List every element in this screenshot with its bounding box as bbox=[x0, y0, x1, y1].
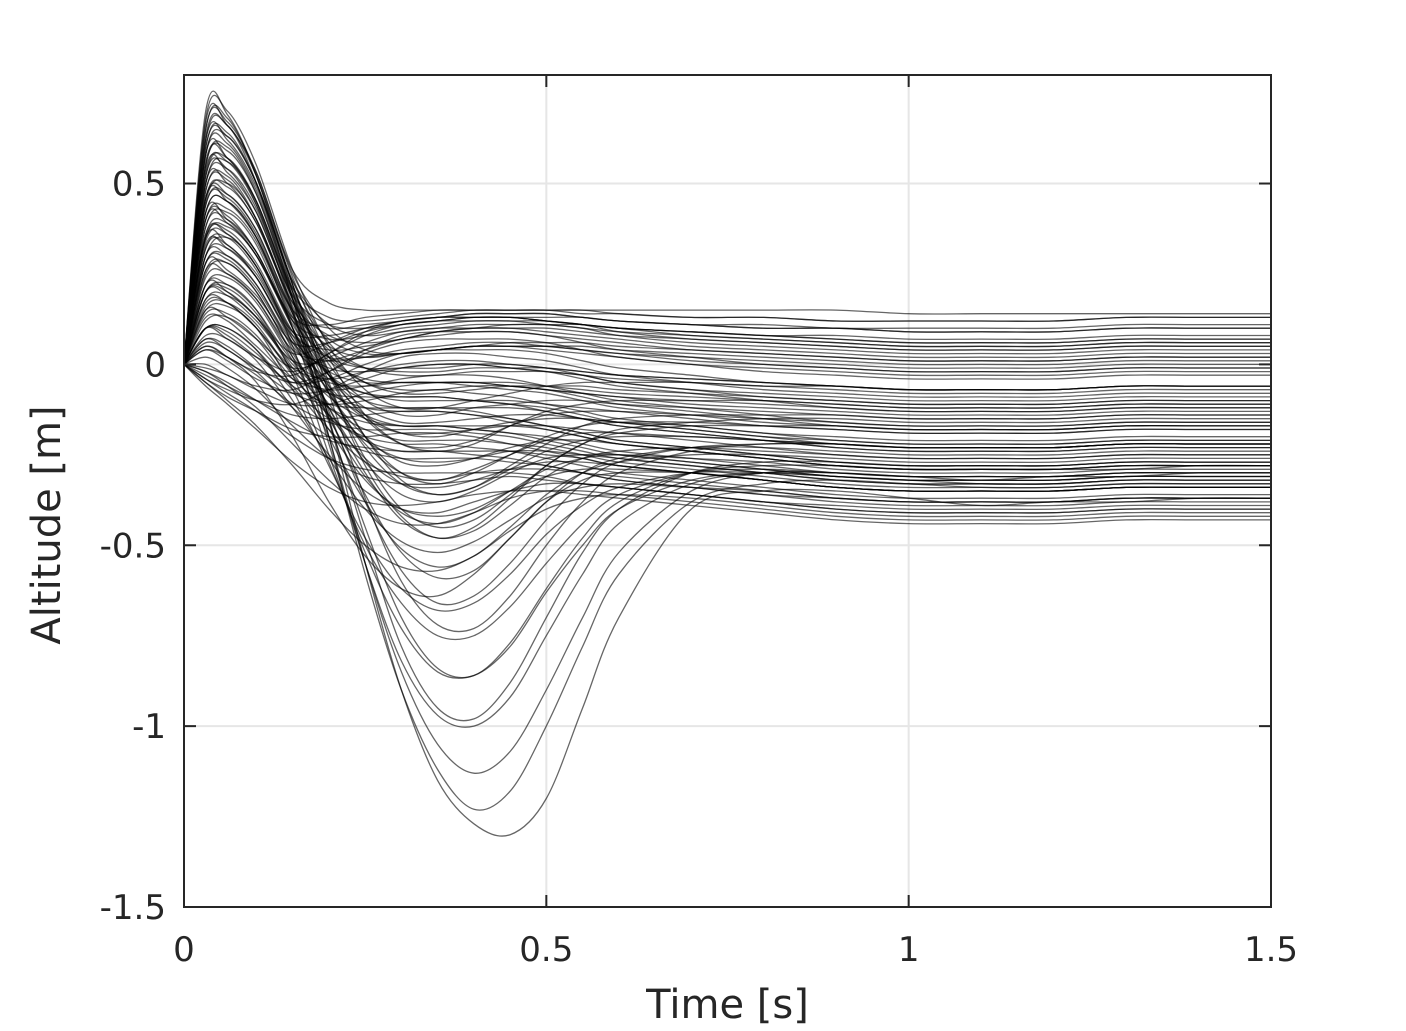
series-line-93 bbox=[183, 320, 1271, 373]
series-line-74 bbox=[183, 363, 1271, 431]
series-line-42 bbox=[183, 151, 1271, 420]
series-line-16 bbox=[183, 363, 1271, 573]
x-tick-label-2: 1 bbox=[898, 930, 920, 970]
y-tick-label-3: 0 bbox=[144, 345, 166, 385]
series-line-64 bbox=[183, 296, 1271, 453]
series-line-13 bbox=[183, 208, 1271, 580]
series-line-50 bbox=[183, 268, 1271, 482]
series-line-56 bbox=[183, 124, 1271, 395]
series-line-76 bbox=[183, 293, 1271, 406]
x-axis-label: Time [s] bbox=[645, 982, 809, 1028]
series-line-41 bbox=[183, 363, 1271, 514]
series-line-81 bbox=[183, 325, 1271, 391]
series-line-31 bbox=[183, 363, 1271, 525]
x-tick-label-1: 0.5 bbox=[519, 930, 573, 970]
series-line-83 bbox=[183, 352, 1271, 406]
y-tick-label-1: -1 bbox=[132, 707, 166, 747]
series-line-1 bbox=[183, 90, 1272, 837]
series-line-4 bbox=[183, 194, 1271, 728]
plot-area-frame bbox=[183, 74, 1272, 908]
series-line-88 bbox=[183, 306, 1271, 370]
series-line-94 bbox=[183, 229, 1271, 365]
series-line-69 bbox=[183, 337, 1271, 445]
y-tick-label-2: -0.5 bbox=[100, 526, 166, 566]
series-line-86 bbox=[183, 338, 1271, 384]
series-line-20 bbox=[183, 250, 1271, 525]
series-line-78 bbox=[183, 349, 1271, 413]
y-tick-label-0: -1.5 bbox=[100, 888, 166, 928]
series-line-53 bbox=[183, 308, 1271, 478]
series-line-97 bbox=[183, 316, 1271, 378]
series-line-51 bbox=[183, 363, 1271, 503]
series-line-71 bbox=[183, 246, 1271, 402]
axis-ticks: 0 0.5 1 1.5 -1.5 -1 -0.5 0 0.5 bbox=[100, 75, 1298, 970]
series-line-55 bbox=[183, 349, 1271, 485]
series-line-24 bbox=[183, 363, 1271, 526]
series-line-70 bbox=[183, 143, 1271, 366]
series-line-84 bbox=[183, 286, 1271, 365]
series-line-62 bbox=[183, 325, 1271, 467]
series-line-36 bbox=[183, 356, 1271, 511]
series-line-43 bbox=[183, 283, 1271, 489]
series-line-30 bbox=[183, 112, 1271, 452]
series-line-89 bbox=[183, 137, 1271, 365]
x-tick-label-0: 0 bbox=[173, 930, 195, 970]
series-line-58 bbox=[183, 188, 1271, 409]
series-line-48 bbox=[183, 323, 1271, 500]
series-line-66 bbox=[183, 363, 1271, 471]
series-line-98 bbox=[183, 201, 1271, 365]
series-line-75 bbox=[183, 222, 1271, 377]
series-line-90 bbox=[183, 330, 1271, 392]
series-traces bbox=[183, 90, 1272, 837]
y-tick-label-4: 0.5 bbox=[112, 165, 166, 205]
y-axis-label: Altitude [m] bbox=[24, 405, 70, 644]
series-line-59 bbox=[183, 363, 1271, 492]
x-tick-label-3: 1.5 bbox=[1244, 930, 1298, 970]
